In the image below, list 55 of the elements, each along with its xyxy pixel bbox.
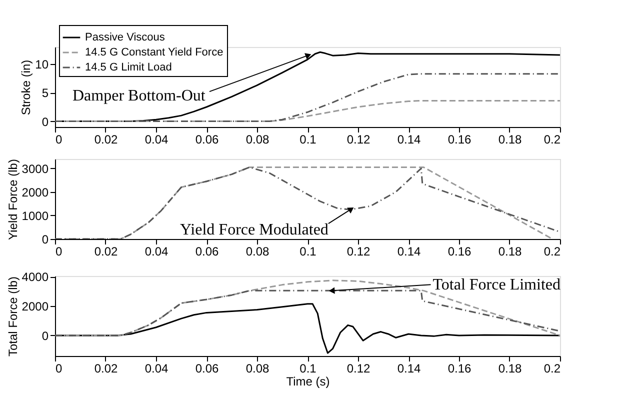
legend-label: 14.5 G Limit Load — [85, 62, 172, 74]
x-tick-label: 0.16 — [448, 244, 472, 258]
x-tick-label: 0.16 — [448, 362, 472, 376]
x-tick-label: 0.1 — [300, 362, 317, 376]
y-tick-label: 2000 — [22, 185, 49, 200]
y-tick-label: 1000 — [22, 208, 49, 223]
x-tick-label: 0.02 — [94, 244, 118, 258]
x-tick-label: 0.1 — [300, 132, 317, 146]
x-tick-label: 0.06 — [195, 132, 219, 146]
x-tick-label: 0.08 — [246, 244, 270, 258]
x-tick-label: 0.1 — [300, 244, 317, 258]
x-tick-label: 0.14 — [397, 132, 421, 146]
line-series — [55, 290, 560, 336]
y-tick-label: 2000 — [22, 300, 49, 314]
y-tick-label: 5 — [42, 86, 49, 100]
legend-label: 14.5 G Constant Yield Force — [85, 46, 224, 58]
annotation: Yield Force Modulated — [180, 222, 328, 239]
x-tick-label: 0.04 — [144, 362, 168, 376]
x-tick-label: 0.02 — [94, 362, 118, 376]
x-tick-label: 0.18 — [498, 362, 522, 376]
annotation: Total Force Limited — [432, 276, 560, 294]
x-tick-label: 0 — [56, 244, 62, 258]
line-series — [55, 73, 560, 122]
x-tick-label: 0.2 — [544, 244, 561, 258]
x-tick-label: 0.08 — [246, 132, 270, 146]
x-tick-label: 0.02 — [94, 132, 118, 146]
x-tick-label: 0.12 — [346, 244, 370, 258]
legend-label: Passive Viscous — [85, 32, 166, 44]
x-tick-label: 0.08 — [246, 362, 270, 376]
x-tick-label: 0.04 — [144, 244, 168, 258]
y-tick-label: 10 — [35, 58, 49, 72]
x-tick-label: 0.18 — [498, 244, 522, 258]
x-tick-label: 0 — [56, 362, 62, 376]
x-axis-title: Time (s) — [286, 374, 330, 388]
x-tick-label: 0.04 — [144, 132, 168, 146]
y-tick-label: 0 — [42, 328, 49, 343]
y-tick-label: 4000 — [22, 270, 49, 284]
y-tick-label: 3000 — [22, 162, 49, 176]
y-tick-label: 0 — [42, 114, 49, 129]
x-tick-label: 0.06 — [195, 362, 219, 376]
y-axis-title: Total Force (lb) — [6, 276, 20, 357]
annotation: Damper Bottom-Out — [72, 88, 206, 105]
x-tick-label: 0.16 — [448, 132, 472, 146]
x-tick-label: 0 — [56, 132, 62, 146]
x-tick-label: 0.06 — [195, 244, 219, 258]
x-tick-label: 0.12 — [346, 132, 370, 146]
x-tick-label: 0.2 — [544, 362, 561, 376]
y-tick-label: 0 — [42, 232, 49, 246]
y-axis-title: Stroke (in) — [19, 60, 34, 116]
x-tick-label: 0.14 — [397, 244, 421, 258]
y-axis-title: Yield Force (lb) — [6, 159, 20, 240]
x-tick-label: 0.14 — [397, 362, 421, 376]
x-tick-label: 0.18 — [498, 132, 522, 146]
x-tick-label: 0.12 — [346, 362, 370, 376]
x-tick-label: 0.2 — [544, 132, 561, 146]
